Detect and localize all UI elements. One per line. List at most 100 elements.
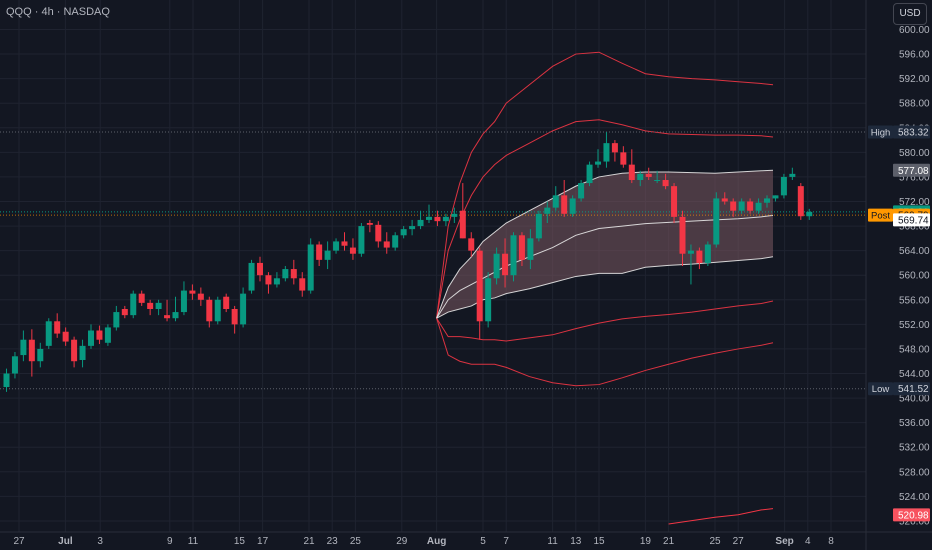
x-tick-label: 11 bbox=[188, 536, 199, 547]
x-tick-label: 3 bbox=[97, 536, 103, 547]
x-tick-label: 21 bbox=[663, 536, 675, 547]
currency-button[interactable]: USD bbox=[893, 3, 927, 25]
x-tick-label: Aug bbox=[427, 536, 446, 547]
candle-body bbox=[28, 339, 35, 362]
candle-body bbox=[578, 183, 585, 199]
interval-label[interactable]: 4h bbox=[41, 6, 54, 18]
x-tick-label: 27 bbox=[13, 536, 25, 547]
y-tick-label: 532.00 bbox=[899, 443, 930, 454]
candle-body bbox=[789, 173, 796, 177]
candle-body bbox=[104, 327, 111, 343]
x-tick-label: 13 bbox=[570, 536, 582, 547]
candle-body bbox=[113, 312, 120, 328]
candle-body bbox=[730, 201, 737, 211]
candle-body bbox=[155, 302, 162, 310]
y-tick-label: 588.00 bbox=[899, 99, 930, 110]
x-tick-label: 29 bbox=[396, 536, 408, 547]
candle-body bbox=[11, 356, 18, 374]
y-tick-label: 572.00 bbox=[899, 197, 930, 208]
candle-body bbox=[333, 241, 340, 251]
y-tick-label: 556.00 bbox=[899, 295, 930, 306]
candle-body bbox=[257, 262, 263, 276]
candle-body bbox=[400, 229, 407, 236]
candle-body bbox=[747, 201, 754, 211]
candle-body bbox=[206, 299, 213, 322]
x-tick-label: 19 bbox=[640, 536, 652, 547]
candle-body bbox=[383, 241, 390, 248]
price-label-box bbox=[893, 382, 930, 396]
symbol-header: QQQ · 4h · NASDAQ bbox=[6, 6, 110, 18]
candle-body bbox=[502, 253, 509, 276]
symbol-name[interactable]: QQQ bbox=[6, 6, 32, 18]
candle-body bbox=[654, 179, 661, 181]
candle-body bbox=[696, 250, 703, 263]
x-tick-label: 23 bbox=[327, 536, 339, 547]
candle-body bbox=[341, 241, 348, 246]
band-fill bbox=[436, 170, 773, 319]
outer-lower-band bbox=[436, 318, 774, 387]
inner-lower-band bbox=[436, 256, 774, 319]
candle-body bbox=[273, 278, 280, 285]
candle-body bbox=[755, 202, 762, 211]
y-tick-label: 560.00 bbox=[899, 271, 930, 282]
candle-body bbox=[37, 348, 44, 362]
candle-body bbox=[426, 216, 432, 220]
x-tick-label: 15 bbox=[593, 536, 605, 547]
x-tick-label: 9 bbox=[167, 536, 173, 547]
candle-body bbox=[180, 290, 187, 313]
candle-body bbox=[552, 195, 559, 208]
candle-body bbox=[316, 244, 323, 260]
price-label-value: 583.32 bbox=[898, 127, 929, 138]
candle-body bbox=[518, 235, 525, 260]
candle-body bbox=[214, 299, 221, 322]
mid-lower-band bbox=[436, 300, 774, 342]
x-tick-label: 7 bbox=[503, 536, 509, 547]
y-tick-label: 568.00 bbox=[899, 222, 930, 233]
x-tick-label: 8 bbox=[828, 536, 834, 547]
x-tick-label: 5 bbox=[480, 536, 486, 547]
candle-body bbox=[493, 253, 500, 279]
candle-body bbox=[282, 269, 289, 279]
candle-body bbox=[476, 250, 483, 322]
x-tick-label: 15 bbox=[234, 536, 246, 547]
candle-body bbox=[561, 195, 568, 214]
candle-body bbox=[3, 373, 10, 388]
x-tick-label: 25 bbox=[350, 536, 362, 547]
candle-body bbox=[645, 173, 652, 177]
candle-body bbox=[451, 213, 458, 217]
candle-body bbox=[147, 302, 154, 310]
y-tick-label: 592.00 bbox=[899, 74, 930, 85]
y-tick-label: 520.00 bbox=[899, 516, 930, 527]
candle-body bbox=[409, 226, 416, 230]
price-label-tag-box bbox=[868, 125, 893, 139]
candle-body bbox=[265, 275, 272, 285]
candle-body bbox=[620, 152, 627, 165]
candle-body bbox=[468, 238, 475, 251]
candle-body bbox=[535, 213, 542, 239]
candle-body bbox=[721, 198, 728, 202]
candle-body bbox=[223, 296, 230, 310]
bottom-band bbox=[668, 508, 774, 525]
candle-body bbox=[679, 216, 686, 254]
candle-body bbox=[375, 224, 382, 242]
candle-body bbox=[434, 216, 441, 222]
candle-body bbox=[62, 331, 69, 342]
price-label-tag-box bbox=[868, 208, 893, 222]
x-tick-label: 17 bbox=[257, 536, 269, 547]
candle-body bbox=[510, 235, 517, 276]
candle-body bbox=[797, 186, 804, 217]
candle-body bbox=[324, 250, 331, 260]
candle-body bbox=[417, 219, 424, 227]
y-tick-label: 540.00 bbox=[899, 394, 930, 405]
candle-body bbox=[442, 216, 449, 222]
candle-body bbox=[713, 198, 720, 245]
candle-body bbox=[121, 309, 128, 316]
price-label-box bbox=[893, 163, 930, 177]
candle-body bbox=[307, 244, 314, 291]
x-tick-label: 27 bbox=[733, 536, 745, 547]
price-label-box bbox=[893, 125, 930, 139]
candle-body bbox=[240, 293, 247, 325]
candle-body bbox=[806, 211, 813, 217]
y-tick-label: 544.00 bbox=[899, 369, 930, 380]
